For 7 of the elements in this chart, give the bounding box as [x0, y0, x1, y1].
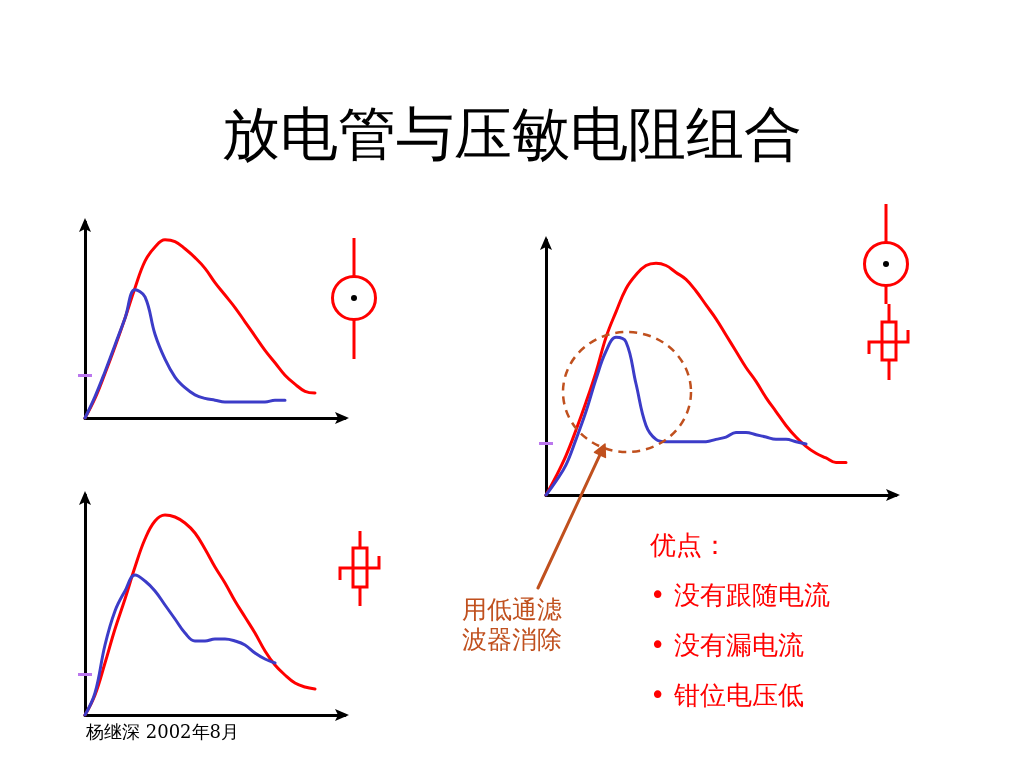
text: • 钳位电压低 [650, 679, 804, 712]
text: 优点： [650, 529, 728, 562]
text: 放电管与压敏电阻组合 [221, 99, 803, 170]
text: • 没有跟随电流 [650, 579, 830, 612]
text: • 没有漏电流 [650, 629, 804, 662]
text: 用低通滤波器消除 [462, 595, 563, 655]
text: 杨继深 2002年8月 [86, 721, 239, 743]
